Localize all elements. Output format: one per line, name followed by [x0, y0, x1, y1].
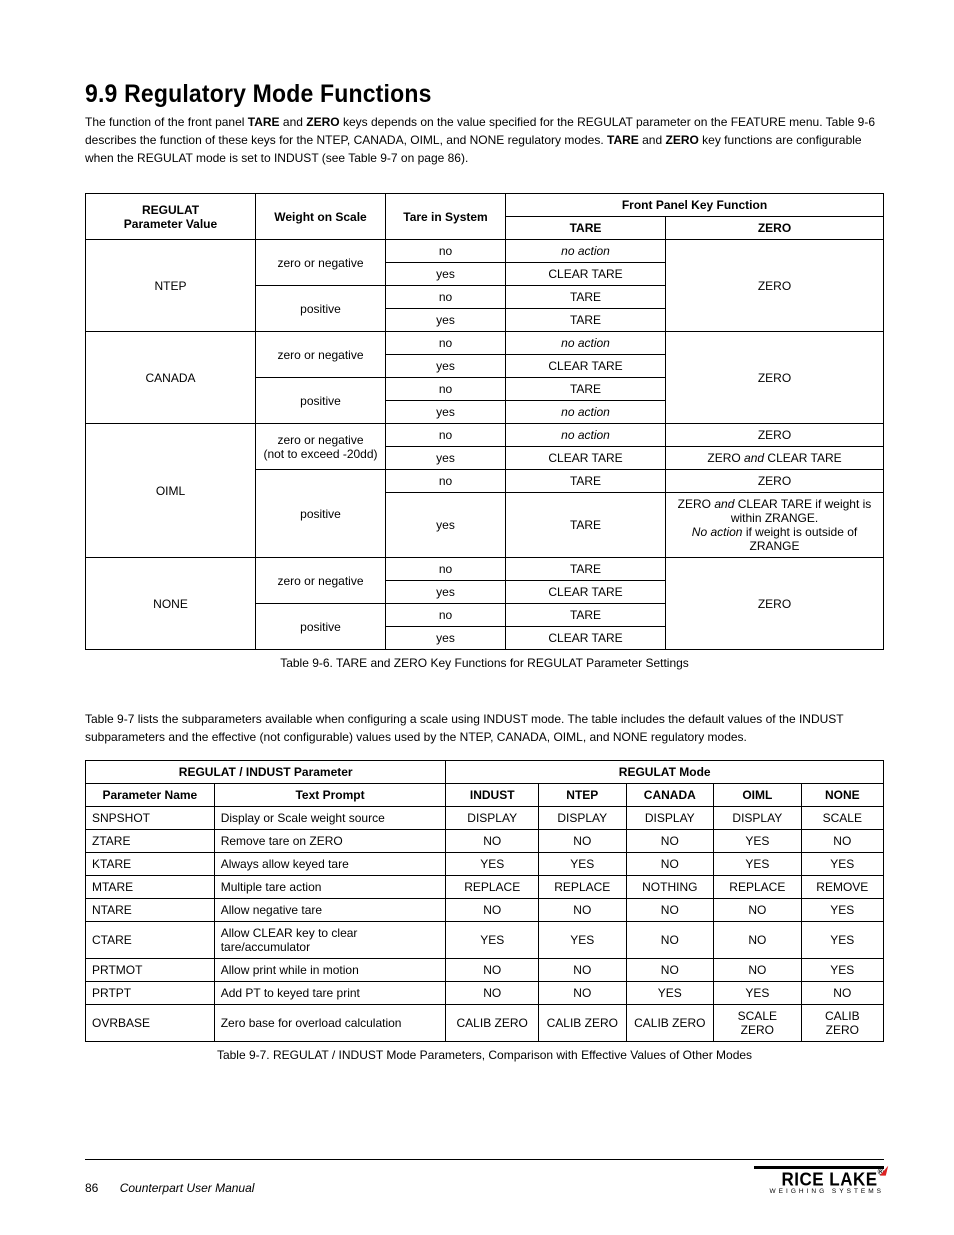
- page-number: 86: [85, 1181, 98, 1195]
- table1-caption: Table 9-6. TARE and ZERO Key Functions f…: [85, 656, 884, 670]
- intro-text: and: [280, 115, 307, 129]
- th-tare: TARE: [506, 217, 666, 240]
- regulat-functions-table: REGULAT Parameter Value Weight on Scale …: [85, 193, 884, 650]
- th-weight: Weight on Scale: [256, 194, 386, 240]
- intro-paragraph: The function of the front panel TARE and…: [85, 113, 884, 167]
- rice-lake-logo: RICE LAKE® WEIGHING SYSTEMS: [754, 1166, 884, 1196]
- th: Text Prompt: [214, 784, 446, 807]
- th-group-param: REGULAT / INDUST Parameter: [86, 761, 446, 784]
- th: OIML: [714, 784, 802, 807]
- table-row: PRTMOTAllow print while in motionNONONON…: [86, 959, 884, 982]
- table-row: NONEzero or negativenoTAREZERO: [86, 558, 884, 581]
- key-tare: TARE: [248, 115, 280, 129]
- table-row: CTAREAllow CLEAR key to clear tare/accum…: [86, 922, 884, 959]
- table-row: SNPSHOTDisplay or Scale weight sourceDIS…: [86, 807, 884, 830]
- th: Parameter Name: [86, 784, 215, 807]
- intro-text: and: [639, 133, 666, 147]
- section-heading: 9.9 Regulatory Mode Functions: [85, 80, 820, 109]
- table-row: OVRBASEZero base for overload calculatio…: [86, 1005, 884, 1042]
- th: NONE: [801, 784, 883, 807]
- th-tare-in-system: Tare in System: [386, 194, 506, 240]
- table-row: OIMLzero or negative(not to exceed -20dd…: [86, 424, 884, 447]
- th-group-mode: REGULAT Mode: [446, 761, 884, 784]
- table-row: NTEPzero or negativenono actionZERO: [86, 240, 884, 263]
- th: CANADA: [626, 784, 714, 807]
- table-row: MTAREMultiple tare actionREPLACEREPLACEN…: [86, 876, 884, 899]
- table-row: NTAREAllow negative tareNONONONOYES: [86, 899, 884, 922]
- table-row: ZTARERemove tare on ZERONONONOYESNO: [86, 830, 884, 853]
- key-tare: TARE: [607, 133, 639, 147]
- table-row: KTAREAlways allow keyed tareYESYESNOYESY…: [86, 853, 884, 876]
- key-zero: ZERO: [306, 115, 339, 129]
- regulat-indust-table: REGULAT / INDUST Parameter REGULAT Mode …: [85, 760, 884, 1042]
- page-footer: 86 Counterpart User Manual RICE LAKE® WE…: [85, 1159, 884, 1196]
- intro-text: The function of the front panel: [85, 115, 248, 129]
- th: INDUST: [446, 784, 539, 807]
- th-regulat: REGULAT Parameter Value: [86, 194, 256, 240]
- mid-paragraph: Table 9-7 lists the subparameters availa…: [85, 710, 884, 746]
- th: NTEP: [539, 784, 627, 807]
- manual-title: Counterpart User Manual: [120, 1181, 255, 1195]
- table-row: PRTPTAdd PT to keyed tare printNONOYESYE…: [86, 982, 884, 1005]
- table2-caption: Table 9-7. REGULAT / INDUST Mode Paramet…: [85, 1048, 884, 1062]
- th-front-panel: Front Panel Key Function: [506, 194, 884, 217]
- table-row: CANADAzero or negativenono actionZERO: [86, 332, 884, 355]
- key-zero: ZERO: [666, 133, 699, 147]
- th-zero: ZERO: [666, 217, 884, 240]
